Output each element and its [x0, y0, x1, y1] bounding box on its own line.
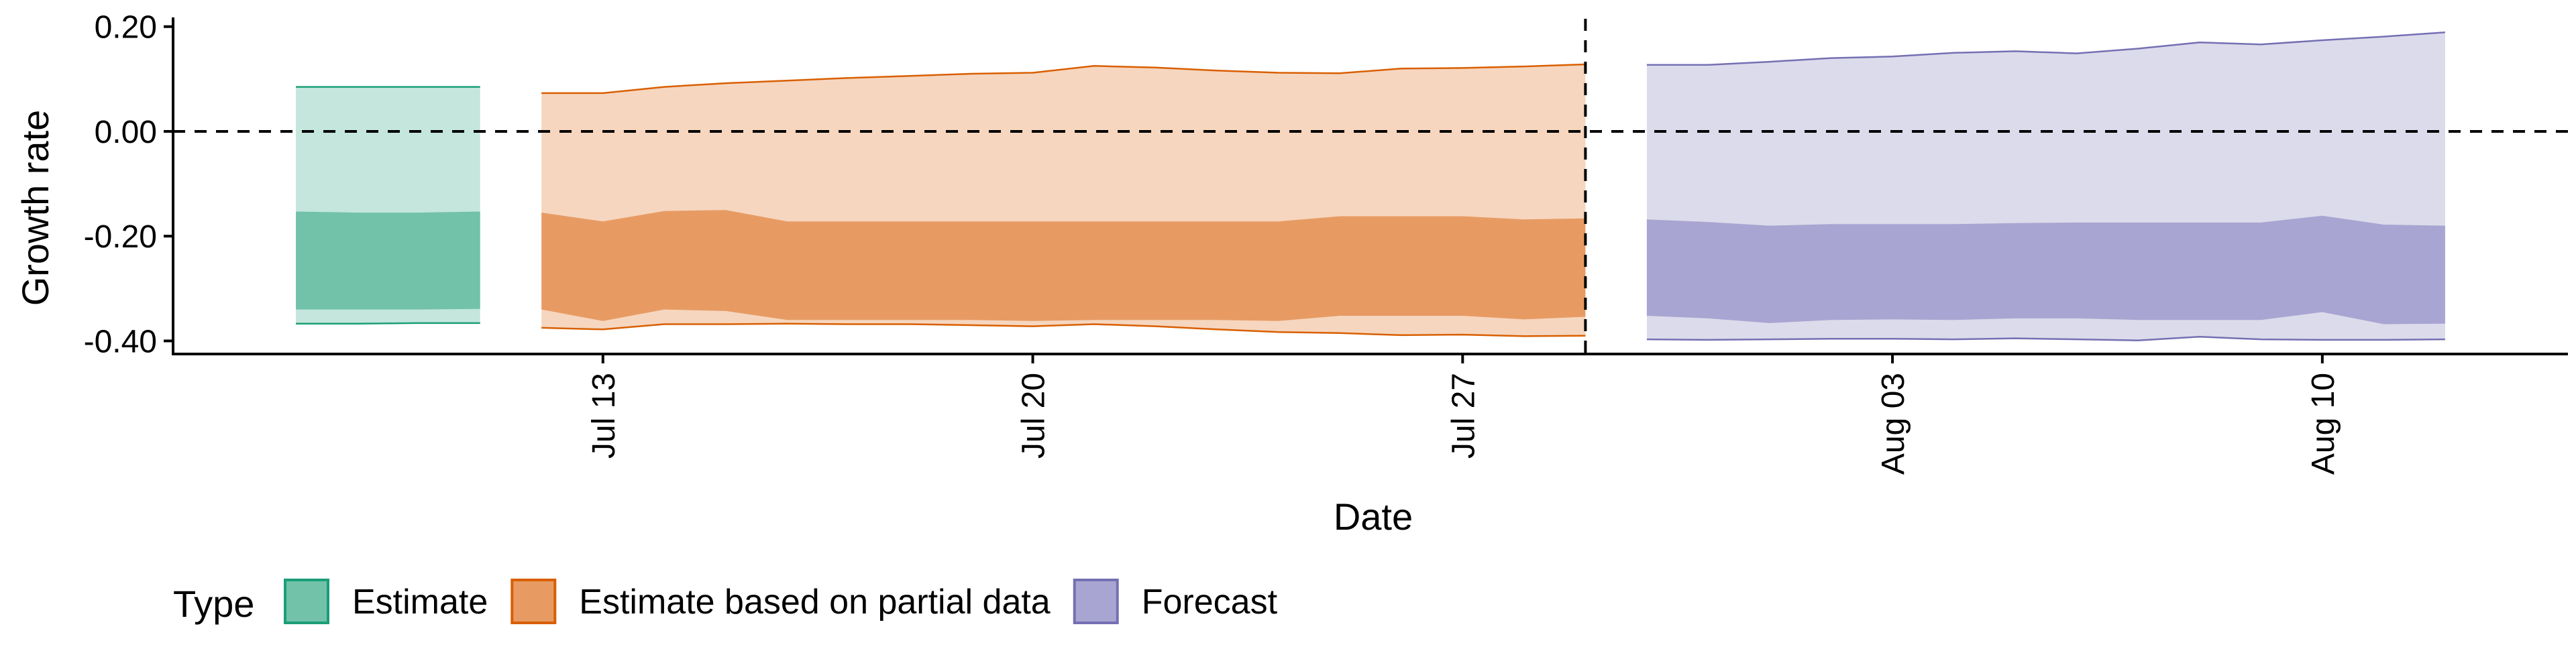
- x-tick-label: Aug 03: [1876, 373, 1911, 475]
- y-tick-label: 0.00: [95, 115, 157, 150]
- estimate-lower-edge: [296, 322, 480, 325]
- legend-key-forecast: [1073, 579, 1119, 624]
- legend-label-estimate-based-on-partial-data: Estimate based on partial data: [579, 583, 1051, 622]
- axes: 0.20 0.00 -0.20 -0.40 Jul 13 Jul 20 Jul 27 Aug …: [84, 10, 2568, 475]
- forecast-upper-edge: [1646, 32, 2445, 66]
- legend-label-estimate: Estimate: [352, 583, 488, 622]
- x-axis-title: Date: [1334, 495, 1413, 538]
- y-tick-label: 0.20: [95, 10, 157, 46]
- x-tick-label: Jul 13: [586, 373, 622, 459]
- plot-area: [296, 32, 2445, 341]
- estimate-inner-band: [296, 211, 480, 310]
- estimate-based-on-partial-data-inner-band: [541, 210, 1586, 321]
- x-tick-label: Jul 20: [1016, 373, 1052, 459]
- y-tick-label: -0.20: [84, 219, 157, 255]
- estimate-based-on-partial-data-upper-edge: [541, 63, 1586, 95]
- legend-label-forecast: Forecast: [1142, 583, 1278, 622]
- legend-title: Type: [173, 583, 254, 625]
- forecast-inner-band: [1646, 215, 2445, 325]
- y-tick-label: -0.40: [84, 324, 157, 359]
- legend: Estimate Estimate based on partial data Fo…: [284, 579, 1278, 624]
- legend-key-estimate: [284, 579, 329, 624]
- x-tick-label: Jul 27: [1446, 373, 1481, 459]
- x-tick-label: Aug 10: [2306, 373, 2341, 475]
- y-axis-title: Growth rate: [14, 110, 56, 306]
- legend-key-estimate-based-on-partial-data: [511, 579, 557, 624]
- forecast-lower-edge: [1646, 335, 2445, 341]
- reference-lines: [173, 19, 2568, 354]
- estimate-based-on-partial-data-lower-edge: [541, 322, 1586, 337]
